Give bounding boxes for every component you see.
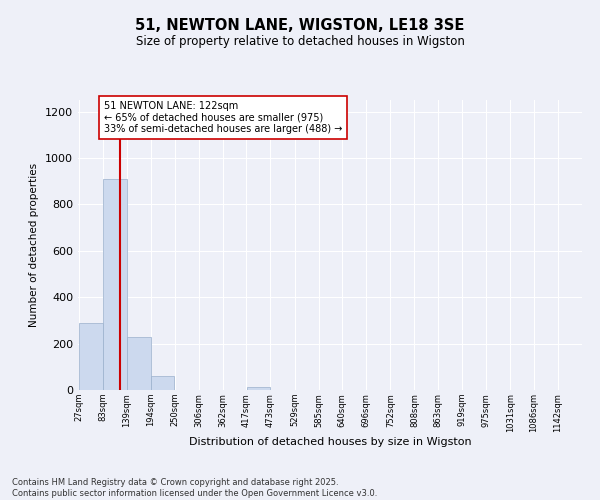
Text: 51, NEWTON LANE, WIGSTON, LE18 3SE: 51, NEWTON LANE, WIGSTON, LE18 3SE (136, 18, 464, 32)
Bar (103, 179, 127, 390)
Bar (247, 387, 270, 390)
Text: Size of property relative to detached houses in Wigston: Size of property relative to detached ho… (136, 35, 464, 48)
Bar (127, 336, 151, 390)
Text: 51 NEWTON LANE: 122sqm
← 65% of detached houses are smaller (975)
33% of semi-de: 51 NEWTON LANE: 122sqm ← 65% of detached… (104, 101, 343, 134)
Text: Contains HM Land Registry data © Crown copyright and database right 2025.
Contai: Contains HM Land Registry data © Crown c… (12, 478, 377, 498)
Y-axis label: Number of detached properties: Number of detached properties (29, 163, 40, 327)
X-axis label: Distribution of detached houses by size in Wigston: Distribution of detached houses by size … (188, 438, 472, 448)
Bar (79, 322, 103, 390)
Bar (151, 376, 175, 390)
